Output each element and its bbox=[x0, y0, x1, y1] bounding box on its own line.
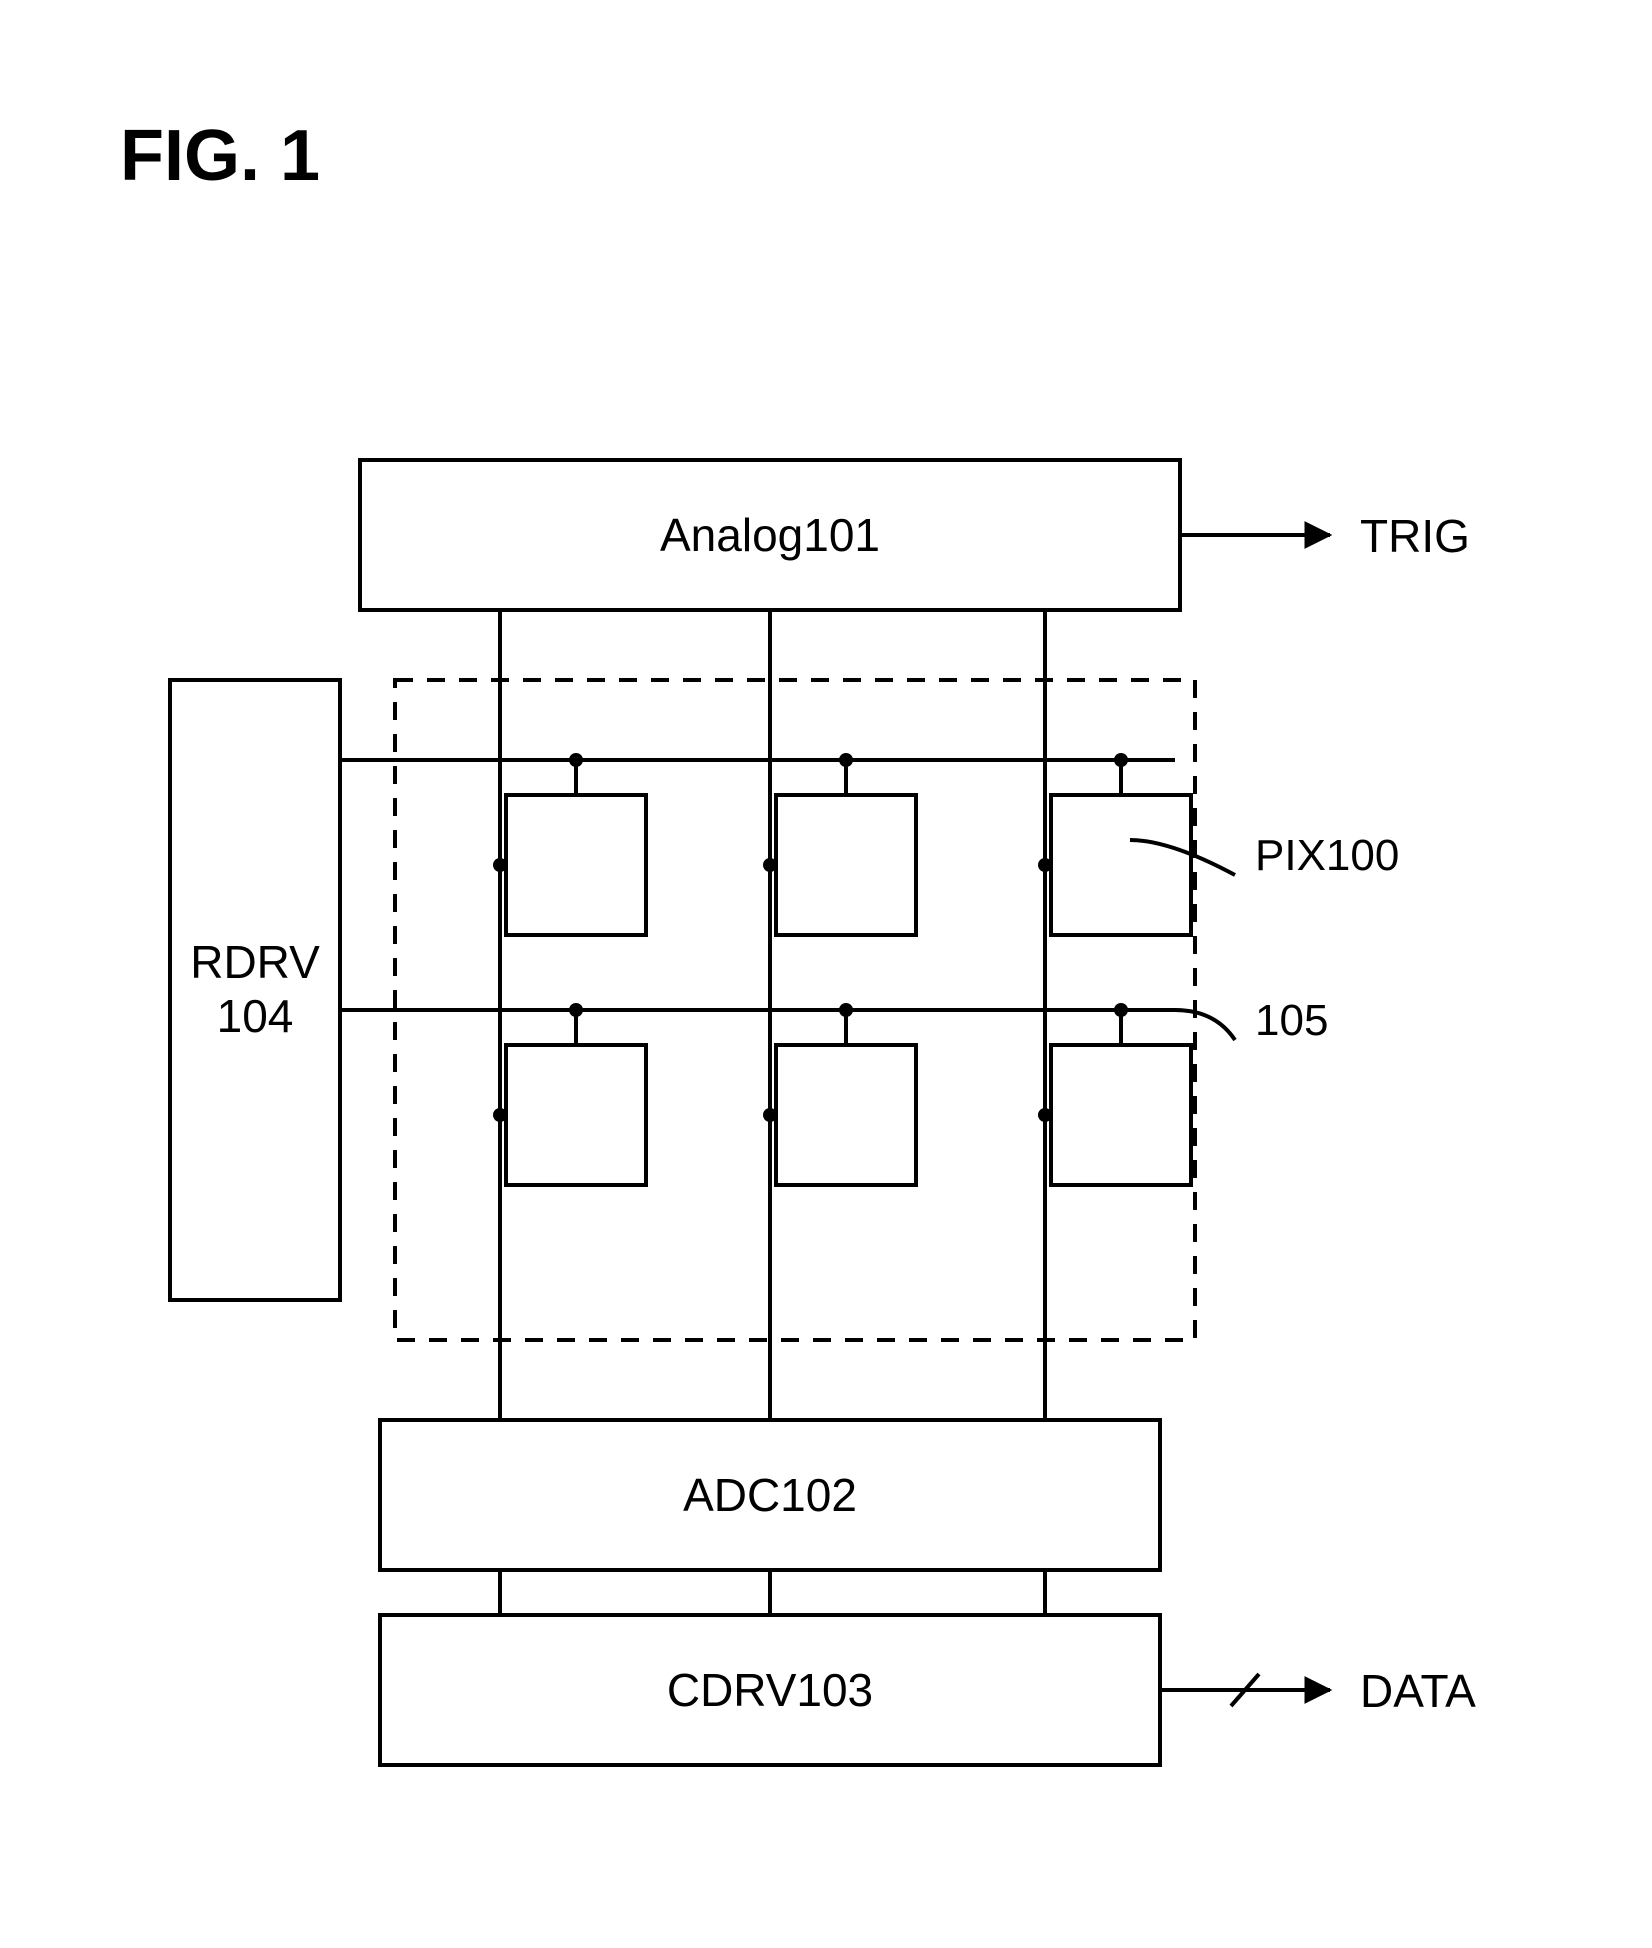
pixel bbox=[776, 795, 916, 935]
pixel bbox=[506, 795, 646, 935]
pixel bbox=[506, 1045, 646, 1185]
analog-label: Analog101 bbox=[660, 509, 880, 561]
figure-title: FIG. 1 bbox=[120, 116, 320, 196]
pixel bbox=[1051, 1045, 1191, 1185]
ref-105-label: 105 bbox=[1255, 996, 1328, 1045]
data-label: DATA bbox=[1360, 1665, 1476, 1717]
adc-label: ADC102 bbox=[683, 1469, 857, 1521]
trig-label: TRIG bbox=[1360, 510, 1470, 562]
pixel bbox=[776, 1045, 916, 1185]
pix100-label: PIX100 bbox=[1255, 831, 1399, 880]
rdrv-label-2: 104 bbox=[217, 990, 294, 1042]
pixel bbox=[1051, 795, 1191, 935]
cdrv-label: CDRV103 bbox=[667, 1664, 873, 1716]
rdrv-label-1: RDRV bbox=[190, 936, 320, 988]
